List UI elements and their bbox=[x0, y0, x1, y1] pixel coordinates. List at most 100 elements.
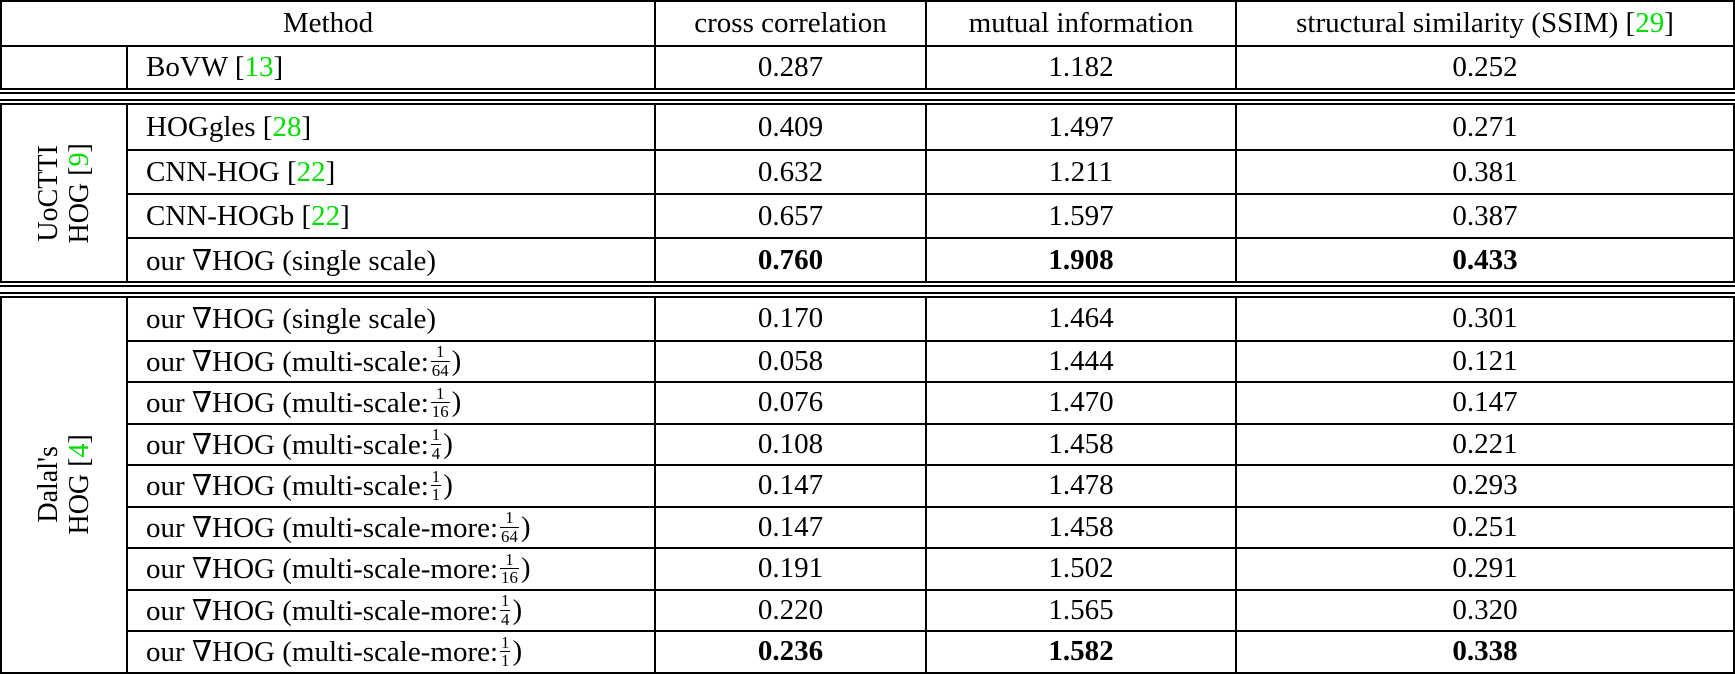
empty-label-cell bbox=[2, 45, 126, 88]
value-cell: 0.058 bbox=[654, 339, 925, 381]
fraction-numerator: 1 bbox=[501, 632, 510, 652]
value-cell: 0.147 bbox=[654, 505, 925, 547]
fraction: 1 64 bbox=[500, 509, 519, 545]
value-cell: 0.147 bbox=[654, 464, 925, 506]
value-cell: 0.108 bbox=[654, 422, 925, 464]
fraction-numerator: 1 bbox=[501, 591, 510, 611]
fraction: 1 16 bbox=[430, 383, 450, 422]
value-cell: 0.191 bbox=[654, 547, 925, 589]
fraction-numerator: 1 bbox=[431, 425, 441, 445]
fraction: 1 16 bbox=[500, 549, 519, 588]
value-cell: 0.433 bbox=[1235, 237, 1733, 281]
fraction-numerator: 1 bbox=[505, 508, 514, 528]
method-cell: our ∇HOG (multi-scale: 1 16) bbox=[126, 381, 654, 423]
fraction-denominator: 4 bbox=[500, 609, 511, 629]
table-section-uoctti-hog: UoCTTI HOG [9] HOGgles [28] 0.409 1.497 0.2… bbox=[0, 103, 1735, 283]
value-cell: 0.236 bbox=[654, 630, 925, 672]
fraction-numerator: 1 bbox=[505, 549, 514, 569]
fraction-denominator: 64 bbox=[500, 526, 519, 546]
value-cell: 1.565 bbox=[925, 588, 1235, 630]
method-cell: our ∇HOG (multi-scale: 1 4) bbox=[126, 422, 654, 464]
value-cell: 1.464 bbox=[925, 298, 1235, 340]
citation-ref: 22 bbox=[296, 155, 326, 188]
value-cell: 0.291 bbox=[1235, 547, 1733, 589]
method-cell: CNN-HOGb [22] bbox=[126, 193, 654, 237]
uoctti-grid: UoCTTI HOG [9] HOGgles [28] 0.409 1.497 0.2… bbox=[2, 105, 1733, 281]
fraction-denominator: 16 bbox=[500, 568, 519, 588]
value-cell: 0.632 bbox=[654, 149, 925, 193]
value-cell: 0.293 bbox=[1235, 464, 1733, 506]
value-cell: 0.320 bbox=[1235, 588, 1733, 630]
double-rule-separator bbox=[0, 92, 1735, 101]
fraction-denominator: 16 bbox=[430, 402, 450, 422]
value-cell: 0.147 bbox=[1235, 381, 1733, 423]
value-cell: 1.182 bbox=[925, 45, 1235, 88]
group-label-line: Dalal's bbox=[32, 446, 64, 524]
group-label-uoctti-hog: UoCTTI HOG [9] bbox=[2, 105, 126, 281]
value-cell: 0.301 bbox=[1235, 298, 1733, 340]
table-section-header-baseline: Method cross correlation mutual informat… bbox=[0, 0, 1735, 90]
rotated-group-label: UoCTTI HOG [9] bbox=[33, 143, 96, 243]
method-cell: HOGgles [28] bbox=[126, 105, 654, 149]
column-header-cross-correlation: cross correlation bbox=[654, 2, 925, 45]
value-cell: 0.121 bbox=[1235, 339, 1733, 381]
double-rule-separator bbox=[0, 285, 1735, 294]
value-cell: 1.458 bbox=[925, 505, 1235, 547]
value-cell: 1.458 bbox=[925, 422, 1235, 464]
column-header-ssim: structural similarity (SSIM) [29] bbox=[1235, 2, 1733, 45]
value-cell: 0.271 bbox=[1235, 105, 1733, 149]
method-cell: our ∇HOG (multi-scale-more: 1 16) bbox=[126, 547, 654, 589]
value-cell: 0.287 bbox=[654, 45, 925, 88]
table-section-dalal-hog: Dalal's HOG [4] our ∇HOG (single scale) 0… bbox=[0, 296, 1735, 674]
group-label-line: HOG [4] bbox=[63, 434, 95, 535]
value-cell: 0.409 bbox=[654, 105, 925, 149]
fraction: 1 64 bbox=[430, 342, 450, 380]
value-cell: 1.478 bbox=[925, 464, 1235, 506]
value-cell: 1.582 bbox=[925, 630, 1235, 672]
column-header-method: Method bbox=[282, 7, 374, 39]
value-cell: 0.387 bbox=[1235, 193, 1733, 237]
fraction-numerator: 1 bbox=[436, 342, 445, 362]
citation-ref: 13 bbox=[244, 51, 274, 83]
value-cell: 0.657 bbox=[654, 193, 925, 237]
method-cell: our ∇HOG (multi-scale: 1 1) bbox=[126, 464, 654, 506]
fraction-numerator: 1 bbox=[436, 383, 445, 403]
value-cell: 1.470 bbox=[925, 381, 1235, 423]
group-label-line: UoCTTI bbox=[32, 144, 64, 242]
value-cell: 1.444 bbox=[925, 339, 1235, 381]
group-label-dalal-hog: Dalal's HOG [4] bbox=[2, 298, 126, 672]
value-cell: 0.170 bbox=[654, 298, 925, 340]
method-cell: our ∇HOG (multi-scale-more: 1 4) bbox=[126, 588, 654, 630]
value-cell: 0.338 bbox=[1235, 630, 1733, 672]
value-cell: 1.211 bbox=[925, 149, 1235, 193]
value-cell: 1.908 bbox=[925, 237, 1235, 281]
method-cell: our ∇HOG (single scale) bbox=[126, 298, 654, 340]
value-cell: 0.381 bbox=[1235, 149, 1733, 193]
method-cell: our ∇HOG (multi-scale: 1 64) bbox=[126, 339, 654, 381]
method-cell: our ∇HOG (single scale) bbox=[126, 237, 654, 281]
value-cell: 1.497 bbox=[925, 105, 1235, 149]
fraction-denominator: 1 bbox=[500, 651, 511, 671]
citation-ref: 4 bbox=[63, 443, 95, 458]
baseline-grid: Method cross correlation mutual informat… bbox=[2, 2, 1733, 88]
method-cell: CNN-HOG [22] bbox=[126, 149, 654, 193]
citation-ref: 28 bbox=[272, 110, 302, 143]
dalal-grid: Dalal's HOG [4] our ∇HOG (single scale) 0… bbox=[2, 298, 1733, 672]
value-cell: 0.252 bbox=[1235, 45, 1733, 88]
fraction-denominator: 64 bbox=[430, 360, 450, 380]
method-cell: BoVW [13] bbox=[126, 45, 654, 88]
method-cell: our ∇HOG (multi-scale-more: 1 64) bbox=[126, 505, 654, 547]
citation-ref: 22 bbox=[311, 199, 341, 232]
value-cell: 0.760 bbox=[654, 237, 925, 281]
fraction-denominator: 1 bbox=[430, 485, 442, 505]
fraction-numerator: 1 bbox=[431, 466, 441, 486]
rotated-group-label: Dalal's HOG [4] bbox=[33, 435, 96, 535]
value-cell: 1.502 bbox=[925, 547, 1235, 589]
column-header-mutual-information: mutual information bbox=[925, 2, 1235, 45]
citation-ref: 9 bbox=[63, 152, 95, 167]
